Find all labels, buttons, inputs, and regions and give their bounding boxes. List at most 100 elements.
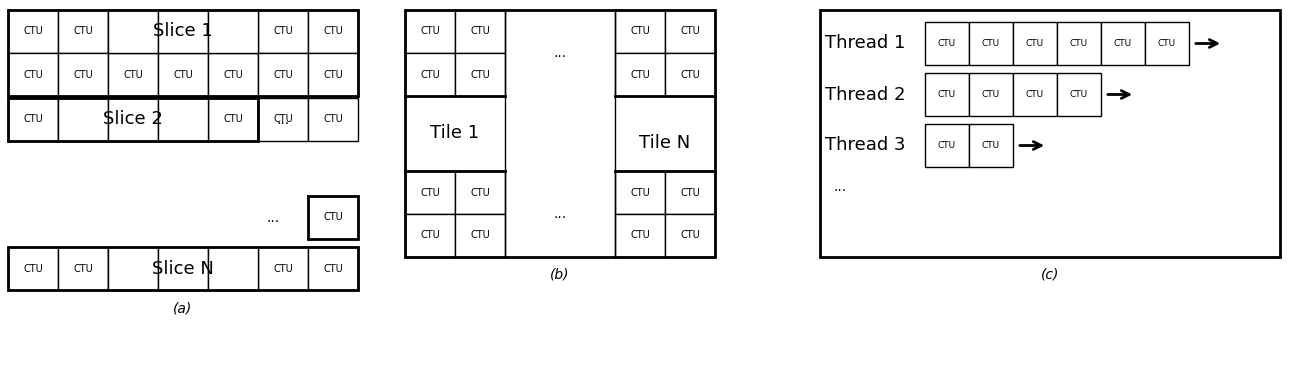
Text: CTU: CTU (123, 264, 143, 273)
Text: CTU: CTU (173, 264, 193, 273)
Bar (158, 10, 208, 53)
Text: CTU: CTU (123, 70, 143, 79)
Text: CTU: CTU (983, 39, 999, 48)
Bar (208, 10, 258, 53)
Bar (1057, 22, 1101, 65)
Text: CTU: CTU (630, 70, 650, 79)
Text: CTU: CTU (173, 115, 193, 124)
Bar (665, 214, 715, 257)
Text: CTU: CTU (680, 26, 700, 37)
Text: CTU: CTU (470, 70, 489, 79)
Text: CTU: CTU (73, 115, 93, 124)
Text: CTU: CTU (173, 26, 193, 37)
Bar (58, 98, 108, 141)
Bar (1012, 22, 1057, 65)
Bar (456, 171, 505, 214)
Text: CTU: CTU (273, 70, 293, 79)
Text: CTU: CTU (421, 26, 440, 37)
Text: CTU: CTU (73, 26, 93, 37)
Text: CTU: CTU (983, 90, 999, 99)
Text: CTU: CTU (223, 264, 243, 273)
Text: CTU: CTU (470, 187, 489, 198)
Text: CTU: CTU (938, 141, 957, 150)
Text: CTU: CTU (323, 26, 343, 37)
Text: CTU: CTU (73, 264, 93, 273)
Bar (665, 10, 715, 53)
Text: CTU: CTU (223, 26, 243, 37)
Bar (456, 10, 505, 53)
Text: CTU: CTU (630, 26, 650, 37)
Text: Thread 1: Thread 1 (826, 34, 906, 52)
Text: CTU: CTU (223, 70, 243, 79)
Text: CTU: CTU (23, 70, 43, 79)
Text: (c): (c) (1041, 268, 1059, 282)
Bar (8, 247, 58, 290)
Text: CTU: CTU (1114, 39, 1132, 48)
Text: CTU: CTU (23, 26, 43, 37)
Bar (208, 247, 258, 290)
Bar (158, 247, 208, 290)
Bar (308, 196, 358, 239)
Text: Slice 2: Slice 2 (103, 111, 164, 128)
Text: CTU: CTU (630, 187, 650, 198)
Text: CTU: CTU (73, 70, 93, 79)
Text: CTU: CTU (680, 70, 700, 79)
Bar (308, 247, 358, 290)
Bar (405, 171, 456, 214)
Bar (258, 10, 308, 53)
Bar (1101, 22, 1145, 65)
Bar (665, 53, 715, 96)
Bar (970, 73, 1012, 116)
Bar (615, 53, 665, 96)
Text: CTU: CTU (1025, 39, 1044, 48)
Text: CTU: CTU (983, 141, 999, 150)
Text: CTU: CTU (1070, 39, 1088, 48)
Bar (258, 98, 308, 141)
Bar (820, 10, 1280, 257)
Bar (108, 10, 158, 53)
Text: ...: ... (553, 207, 566, 221)
Text: CTU: CTU (630, 231, 650, 240)
Text: ...: ... (833, 180, 846, 194)
Bar (108, 247, 158, 290)
Text: (a): (a) (174, 301, 192, 315)
Text: CTU: CTU (123, 26, 143, 37)
Bar (108, 10, 158, 53)
Bar (258, 53, 308, 96)
Bar (456, 214, 505, 257)
Text: CTU: CTU (938, 39, 957, 48)
Text: CTU: CTU (421, 231, 440, 240)
Text: CTU: CTU (421, 70, 440, 79)
Text: Tile 1: Tile 1 (431, 124, 479, 142)
Text: ...: ... (276, 112, 289, 127)
Text: CTU: CTU (1158, 39, 1176, 48)
Text: CTU: CTU (680, 187, 700, 198)
Bar (308, 53, 358, 96)
Text: CTU: CTU (323, 70, 343, 79)
Bar (158, 53, 208, 96)
Bar (8, 247, 358, 290)
Bar (615, 214, 665, 257)
Bar (1145, 22, 1189, 65)
Text: CTU: CTU (470, 26, 489, 37)
Bar (158, 98, 208, 141)
Bar (8, 10, 58, 53)
Bar (108, 98, 158, 141)
Text: CTU: CTU (123, 115, 143, 124)
Bar (925, 124, 970, 167)
Bar (158, 247, 208, 290)
Bar (158, 98, 208, 141)
Bar (8, 53, 58, 96)
Bar (405, 10, 456, 53)
Bar (405, 214, 456, 257)
Text: CTU: CTU (938, 90, 957, 99)
Text: CTU: CTU (323, 264, 343, 273)
Bar (1057, 73, 1101, 116)
Bar (615, 10, 665, 53)
Bar (308, 196, 358, 239)
Text: Tile N: Tile N (640, 134, 691, 153)
Bar (258, 247, 308, 290)
Text: CTU: CTU (23, 115, 43, 124)
Bar (208, 10, 258, 53)
Bar (970, 22, 1012, 65)
